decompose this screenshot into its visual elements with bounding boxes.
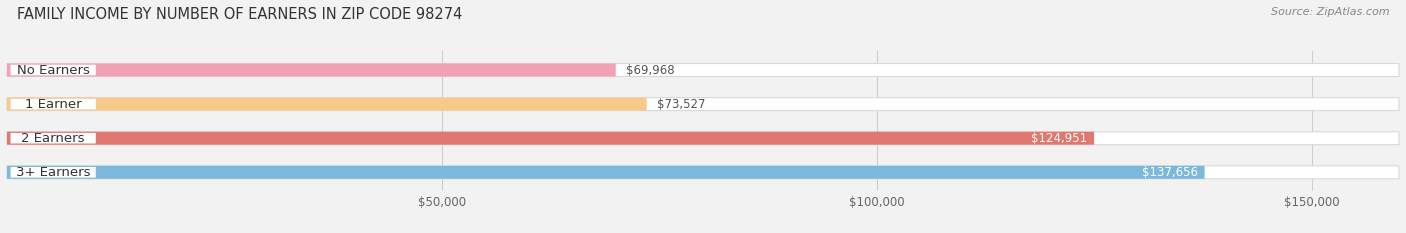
Text: $137,656: $137,656 (1142, 166, 1198, 179)
FancyBboxPatch shape (7, 132, 1399, 145)
FancyBboxPatch shape (7, 166, 1205, 179)
FancyBboxPatch shape (7, 98, 1399, 111)
FancyBboxPatch shape (7, 64, 1399, 76)
FancyBboxPatch shape (7, 64, 616, 76)
FancyBboxPatch shape (10, 133, 96, 144)
Text: 2 Earners: 2 Earners (21, 132, 84, 145)
Text: $124,951: $124,951 (1031, 132, 1087, 145)
FancyBboxPatch shape (10, 99, 96, 110)
Text: 3+ Earners: 3+ Earners (15, 166, 90, 179)
FancyBboxPatch shape (10, 65, 96, 75)
FancyBboxPatch shape (10, 167, 96, 178)
Text: No Earners: No Earners (17, 64, 90, 76)
FancyBboxPatch shape (7, 98, 647, 111)
FancyBboxPatch shape (7, 166, 1399, 179)
Text: 1 Earner: 1 Earner (25, 98, 82, 111)
Text: $69,968: $69,968 (626, 64, 675, 76)
Text: Source: ZipAtlas.com: Source: ZipAtlas.com (1271, 7, 1389, 17)
FancyBboxPatch shape (7, 132, 1094, 145)
Text: $73,527: $73,527 (657, 98, 706, 111)
Text: FAMILY INCOME BY NUMBER OF EARNERS IN ZIP CODE 98274: FAMILY INCOME BY NUMBER OF EARNERS IN ZI… (17, 7, 463, 22)
